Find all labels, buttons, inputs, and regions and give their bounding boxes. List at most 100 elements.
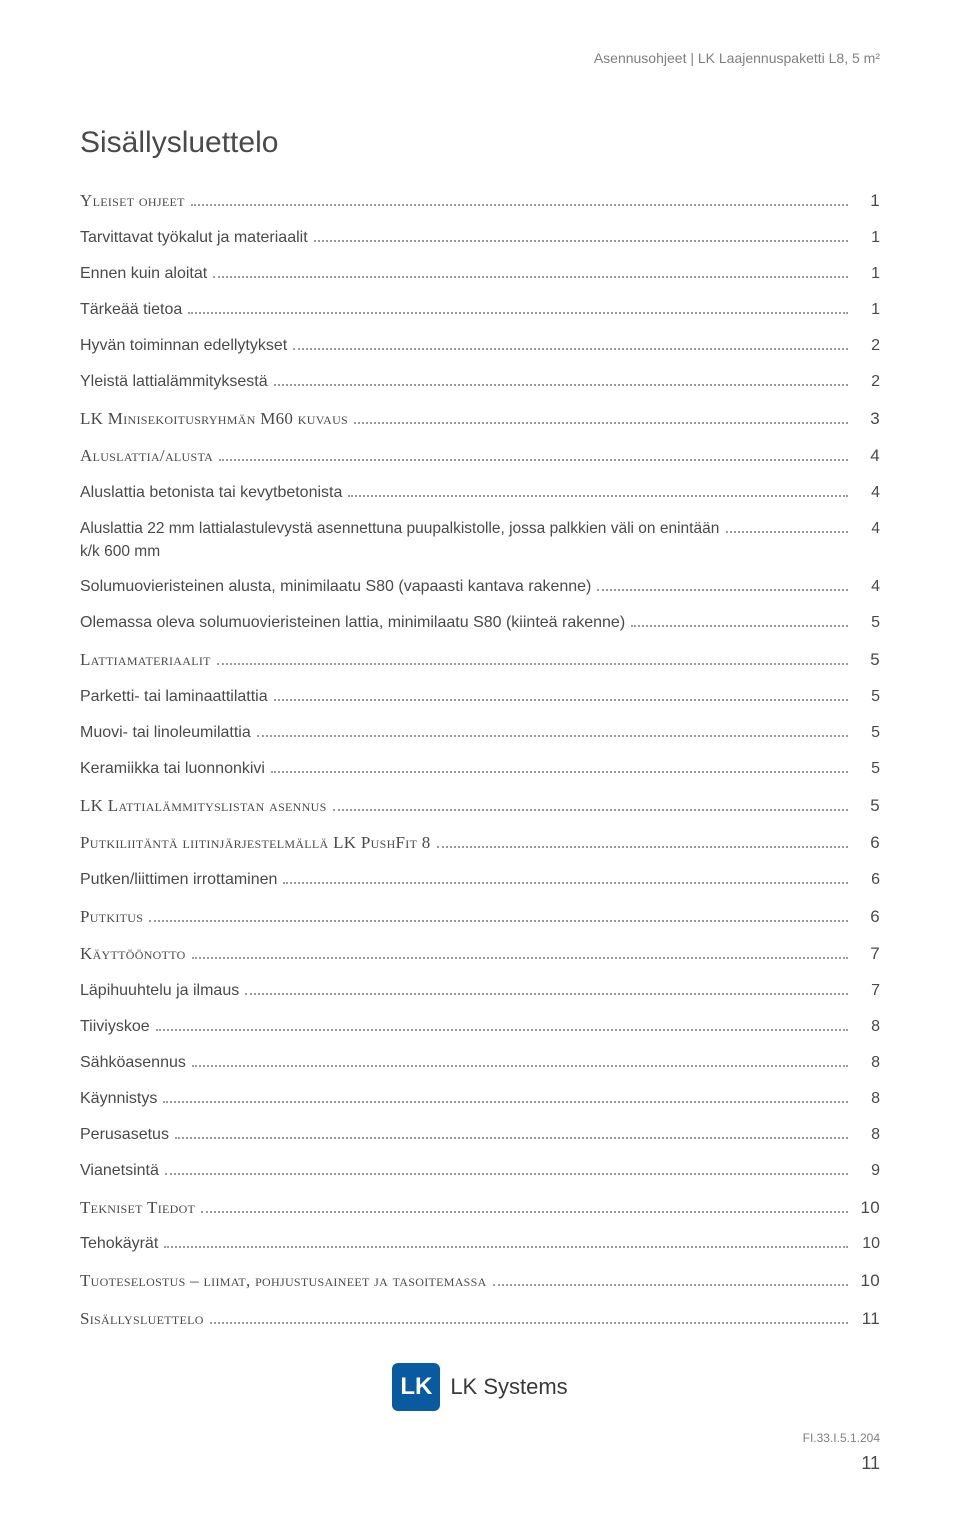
footer-page-number: 11 <box>80 1453 880 1474</box>
toc-leader-dots <box>493 1284 848 1286</box>
toc-entry: Käyttöönotto 7 <box>80 941 880 967</box>
toc-label: Putkitus <box>80 904 143 930</box>
page-header: Asennusohjeet | LK Laajennuspaketti L8, … <box>80 50 880 66</box>
toc-page: 5 <box>854 757 880 781</box>
toc-entry: Vianetsintä 9 <box>80 1159 880 1183</box>
toc-leader-dots <box>274 384 848 386</box>
toc-entry: Tiiviyskoe8 <box>80 1015 880 1039</box>
toc-page: 6 <box>854 830 880 856</box>
toc-leader-dots <box>192 957 848 959</box>
toc-label: Ennen kuin aloitat <box>80 262 207 286</box>
toc-label: Tehokäyrät <box>80 1232 158 1256</box>
toc-entry: Ennen kuin aloitat 1 <box>80 262 880 286</box>
toc-page: 5 <box>854 685 880 709</box>
toc-entry: Lattiamateriaalit 5 <box>80 647 880 673</box>
toc-leader-dots <box>201 1211 848 1213</box>
toc-leader-dots <box>217 663 848 665</box>
toc-entry: Putkitus 6 <box>80 904 880 930</box>
toc-page: 4 <box>854 517 880 540</box>
toc-label: Putkiliitäntä liitinjärjestelmällä LK Pu… <box>80 830 431 856</box>
page-title: Sisällysluettelo <box>80 126 880 160</box>
toc-page: 8 <box>854 1051 880 1075</box>
toc-leader-dots <box>348 495 848 497</box>
toc-entry: Perusasetus 8 <box>80 1123 880 1147</box>
toc-leader-dots <box>726 531 848 533</box>
toc-page: 5 <box>854 647 880 673</box>
toc-entry: Putkiliitäntä liitinjärjestelmällä LK Pu… <box>80 830 880 856</box>
logo: LK LK Systems <box>392 1363 567 1411</box>
toc-page: 5 <box>854 793 880 819</box>
toc-page: 2 <box>854 334 880 358</box>
toc-leader-dots <box>188 312 848 314</box>
toc-label: Yleistä lattialämmityksestä <box>80 370 268 394</box>
toc-page: 1 <box>854 262 880 286</box>
toc-label: Hyvän toiminnan edellytykset <box>80 334 287 358</box>
toc-label: Käynnistys <box>80 1087 157 1111</box>
toc-entry: Aluslattia/alusta 4 <box>80 443 880 469</box>
toc-label: Lattiamateriaalit <box>80 647 211 673</box>
toc-entry: Olemassa oleva solumuovieristeinen latti… <box>80 611 880 635</box>
toc-page: 4 <box>854 481 880 505</box>
toc-label: Parketti- tai laminaattilattia <box>80 685 268 709</box>
toc-leader-dots <box>257 735 848 737</box>
toc-label: Aluslattia 22 mm lattialastulevystä asen… <box>80 517 720 564</box>
toc-label: Muovi- tai linoleumilattia <box>80 721 251 745</box>
toc-label: Tekniset Tiedot <box>80 1195 195 1221</box>
toc-leader-dots <box>163 1101 848 1103</box>
toc-label: Yleiset ohjeet <box>80 188 185 214</box>
toc-leader-dots <box>333 809 848 811</box>
toc-entry: Tärkeää tietoa1 <box>80 298 880 322</box>
toc-leader-dots <box>213 276 848 278</box>
toc-label: LK Lattialämmityslistan asennus <box>80 793 327 819</box>
toc-leader-dots <box>597 589 848 591</box>
toc-label: Sähköasennus <box>80 1051 186 1075</box>
toc-label: Aluslattia/alusta <box>80 443 213 469</box>
toc-page: 5 <box>854 611 880 635</box>
table-of-contents: Yleiset ohjeet1Tarvittavat työkalut ja m… <box>80 188 880 1331</box>
toc-label: Aluslattia betonista tai kevytbetonista <box>80 481 342 505</box>
toc-leader-dots <box>156 1029 848 1031</box>
toc-page: 3 <box>854 406 880 432</box>
toc-label: Olemassa oleva solumuovieristeinen latti… <box>80 611 625 635</box>
toc-label: Tärkeää tietoa <box>80 298 182 322</box>
toc-label: Sisällysluettelo <box>80 1306 204 1332</box>
toc-page: 7 <box>854 941 880 967</box>
toc-leader-dots <box>245 993 848 995</box>
toc-label: Tuoteselostus – liimat, pohjustusaineet … <box>80 1268 487 1294</box>
toc-page: 8 <box>854 1123 880 1147</box>
toc-page: 4 <box>854 443 880 469</box>
toc-entry: Sähköasennus 8 <box>80 1051 880 1075</box>
toc-leader-dots <box>191 204 848 206</box>
toc-page: 8 <box>854 1087 880 1111</box>
footer-doc-id: FI.33.I.5.1.204 <box>80 1431 880 1445</box>
toc-entry: Käynnistys 8 <box>80 1087 880 1111</box>
toc-entry: Aluslattia 22 mm lattialastulevystä asen… <box>80 517 880 564</box>
toc-page: 4 <box>854 575 880 599</box>
toc-page: 9 <box>854 1159 880 1183</box>
toc-entry: Tarvittavat työkalut ja materiaalit1 <box>80 226 880 250</box>
toc-page: 11 <box>854 1306 880 1332</box>
toc-entry: Putken/liittimen irrottaminen6 <box>80 868 880 892</box>
toc-page: 7 <box>854 979 880 1003</box>
toc-page: 8 <box>854 1015 880 1039</box>
toc-page: 1 <box>854 226 880 250</box>
toc-label: Vianetsintä <box>80 1159 159 1183</box>
toc-entry: Solumuovieristeinen alusta, minimilaatu … <box>80 575 880 599</box>
toc-label: Läpihuuhtelu ja ilmaus <box>80 979 239 1003</box>
toc-entry: Sisällysluettelo 11 <box>80 1306 880 1332</box>
toc-label: Perusasetus <box>80 1123 169 1147</box>
toc-leader-dots <box>210 1322 848 1324</box>
toc-entry: Yleiset ohjeet 1 <box>80 188 880 214</box>
toc-label: Keramiikka tai luonnonkivi <box>80 757 265 781</box>
toc-entry: Läpihuuhtelu ja ilmaus 7 <box>80 979 880 1003</box>
toc-entry: Yleistä lattialämmityksestä2 <box>80 370 880 394</box>
toc-entry: Parketti- tai laminaattilattia 5 <box>80 685 880 709</box>
toc-leader-dots <box>283 882 848 884</box>
toc-leader-dots <box>437 846 848 848</box>
toc-page: 1 <box>854 188 880 214</box>
toc-page: 6 <box>854 904 880 930</box>
toc-entry: LK Lattialämmityslistan asennus 5 <box>80 793 880 819</box>
toc-label: Käyttöönotto <box>80 941 186 967</box>
logo-text: LK Systems <box>450 1374 567 1400</box>
page-footer: LK LK Systems FI.33.I.5.1.204 11 <box>80 1363 880 1474</box>
